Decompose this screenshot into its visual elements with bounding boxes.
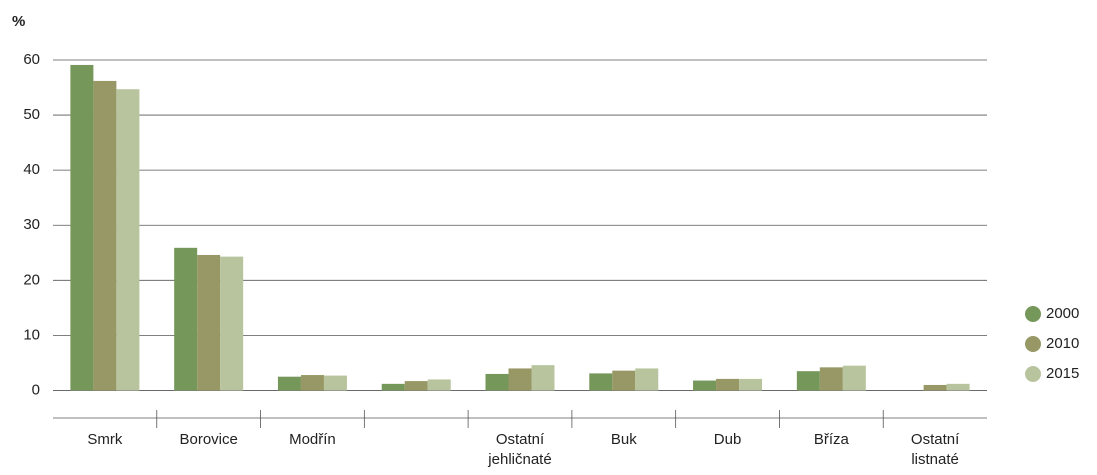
bar (485, 373, 509, 391)
y-tick-label: 10 (23, 326, 40, 343)
bar (946, 383, 970, 391)
y-tick-label: 40 (23, 161, 40, 178)
bar (796, 371, 820, 391)
bar (612, 370, 636, 391)
x-tick-label: Borovice (179, 431, 237, 448)
legend-swatch (1025, 336, 1041, 352)
y-tick-label: 30 (23, 216, 40, 233)
bar (531, 365, 555, 391)
bar (323, 375, 347, 391)
x-tick-label: Bříza (814, 431, 850, 448)
bar (300, 375, 324, 391)
x-tick-label: Ostatní jehličnaté (487, 431, 551, 468)
legend-label: 2015 (1046, 365, 1079, 382)
bar (404, 381, 428, 391)
bar (381, 383, 405, 391)
bar (197, 254, 221, 391)
bar (842, 365, 866, 391)
bar (923, 384, 947, 391)
y-tick-label: 0 (32, 381, 40, 398)
legend-swatch (1025, 366, 1041, 382)
bar (739, 378, 763, 391)
bar (589, 373, 613, 391)
bar (70, 64, 94, 391)
bar (508, 368, 532, 391)
y-tick-label: 50 (23, 106, 40, 123)
bar (819, 367, 843, 391)
bar (427, 379, 451, 391)
legend-label: 2010 (1046, 335, 1079, 352)
x-tick-label: Dub (714, 431, 742, 448)
legend-label: 2000 (1046, 305, 1079, 322)
legend-swatch (1025, 306, 1041, 322)
bar (220, 256, 244, 391)
x-tick-label: Buk (611, 431, 637, 448)
bar (716, 378, 740, 391)
bar (277, 376, 301, 391)
bar (693, 380, 717, 391)
y-tick-label: 20 (23, 271, 40, 288)
bar (174, 247, 198, 391)
x-tick-label: Ostatní listnaté (911, 431, 960, 468)
x-tick-label: Smrk (87, 431, 122, 448)
bar (635, 368, 659, 391)
y-tick-label: 60 (23, 51, 40, 68)
x-tick-label: Modřín (289, 431, 336, 448)
bar (93, 80, 117, 391)
y-axis-label: % (12, 13, 25, 30)
bar (116, 89, 140, 391)
